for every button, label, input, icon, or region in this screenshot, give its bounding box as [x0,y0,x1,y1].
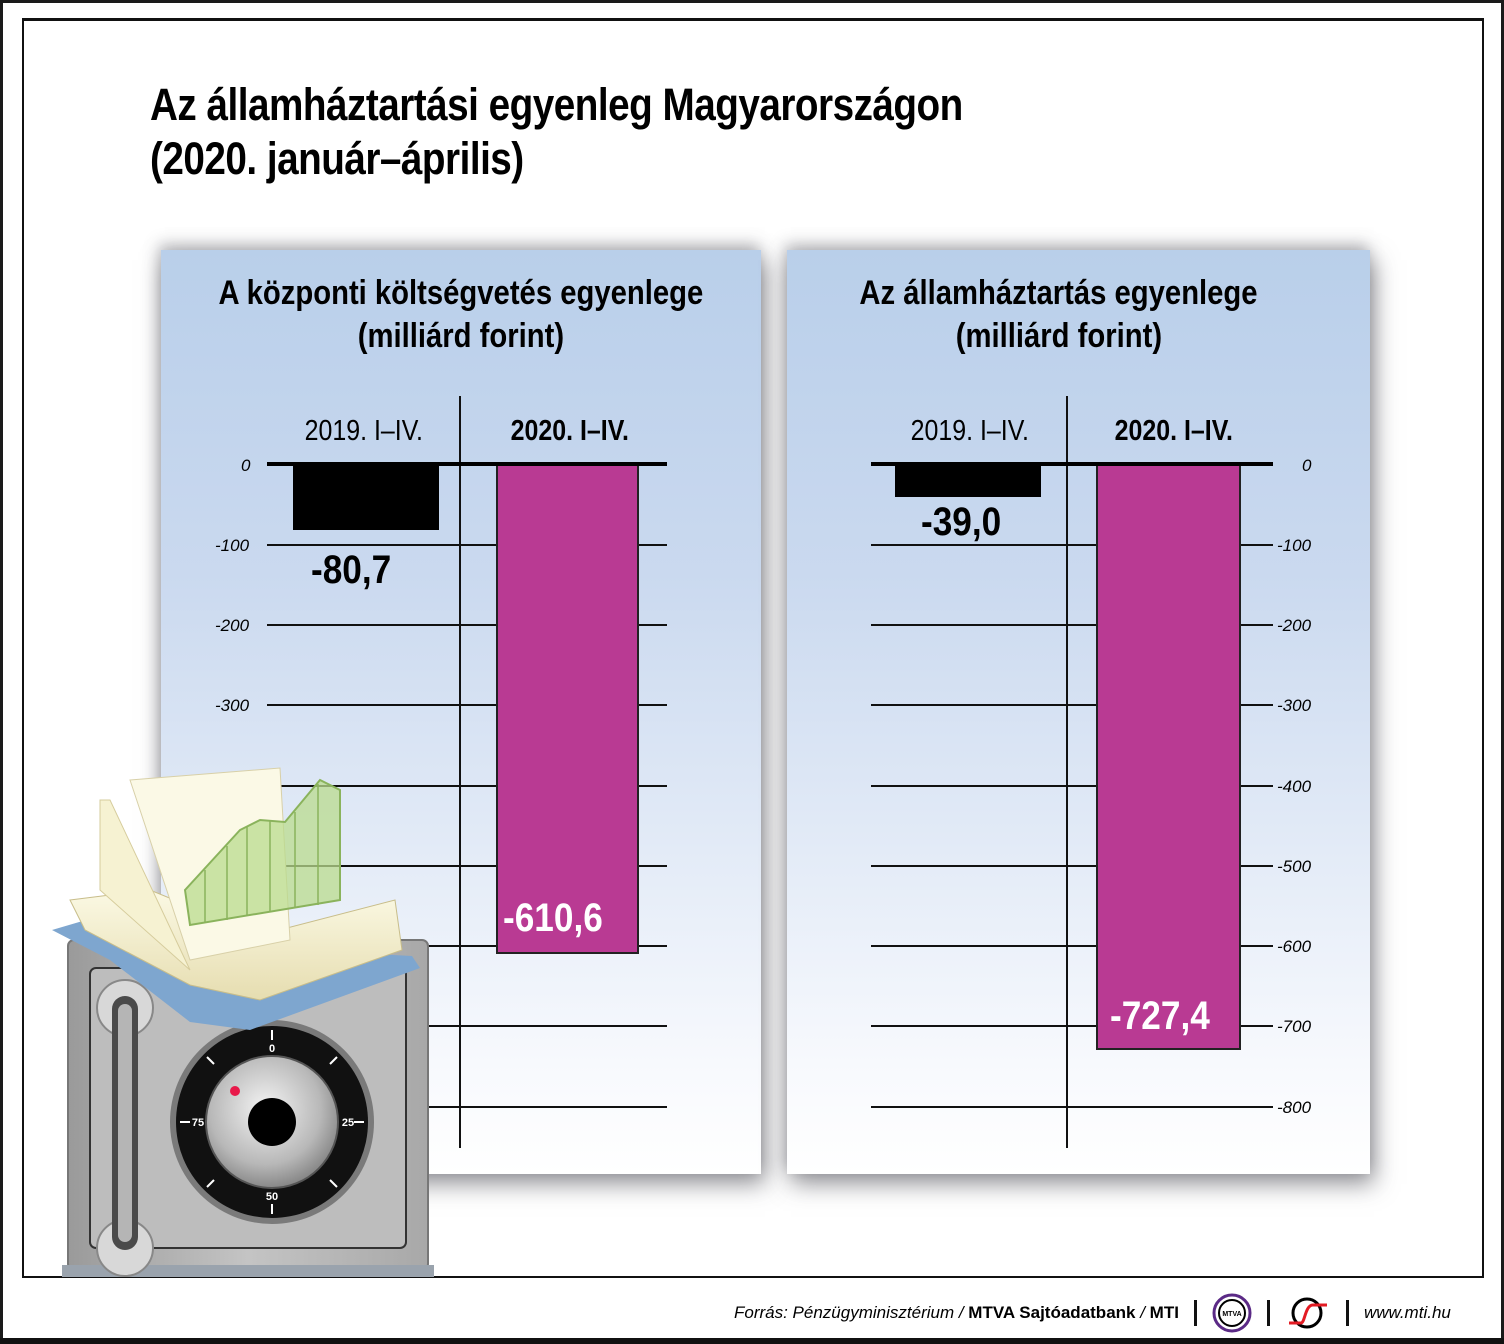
value-label-2020: -610,6 [503,896,603,940]
value-label-2020: -727,4 [1110,994,1210,1038]
gridline--600 [267,945,667,947]
tick-label: -400 [1277,777,1312,796]
dial-label-75: 75 [192,1117,204,1129]
category-label-2020: 2020. I–IV. [1114,415,1233,447]
panel-title-line1: Az államháztartás egyenlege [859,274,1258,312]
category-label-2019: 2019. I–IV. [304,415,423,447]
zero-line [871,462,1273,466]
tick-label: -200 [215,616,250,635]
category-divider [459,396,461,1148]
gridline--200 [267,624,667,626]
gridline--400 [871,785,1273,787]
tick-label: 0 [241,456,251,475]
gridline--600 [871,945,1273,947]
value-label-2019: -39,0 [921,500,1002,544]
bottom-rule [0,1338,1504,1344]
zero-line [267,462,667,466]
gridline--500 [871,865,1273,867]
separator [1193,1300,1197,1326]
tick-label: -300 [215,696,250,715]
gridline--800 [267,1106,667,1108]
tick-label: -800 [1277,1098,1312,1117]
mti-logo-icon [1288,1297,1327,1329]
svg-text:MTVA: MTVA [1222,1311,1241,1318]
gridline--700 [871,1025,1273,1027]
category-label-2020: 2020. I–IV. [510,415,629,447]
inner-frame [22,18,1484,1278]
main-title-line1: Az államháztartási egyenleg Magyarország… [150,79,963,130]
value-label-2019: -80,7 [311,548,392,592]
tick-label: -100 [1277,536,1312,555]
tick-label: -500 [1277,857,1312,876]
panel-title-unit: (milliárd forint) [357,317,565,355]
panel-title: Az államháztartás egyenlege (milliárd fo… [767,272,1350,358]
website-link[interactable]: www.mti.hu [1363,1303,1451,1322]
separator [1266,1300,1270,1326]
mtva-logo-icon: MTVA [1212,1293,1252,1333]
gridline--800 [871,1106,1273,1108]
dial-label-0: 0 [269,1043,275,1055]
footer: Forrás: Pénzügyminisztérium / MTVA Sajtó… [734,1293,1451,1333]
bar-2019 [293,464,439,530]
gridline--100 [871,544,1273,546]
gridline--500 [267,865,667,867]
gridline--700 [267,1025,667,1027]
bar-2019 [895,464,1041,497]
panel-title: A központi költségvetés egyenlege (milli… [161,272,761,358]
gridline--300 [267,704,667,706]
separator [1345,1300,1349,1326]
bar-2020 [1096,464,1241,1050]
gridline--300 [871,704,1273,706]
category-divider [1066,396,1068,1148]
safe-with-book-icon: 0 25 50 75 [52,767,434,1277]
gridline--200 [871,624,1273,626]
source-text: Forrás: Pénzügyminisztérium / MTVA Sajtó… [734,1303,1179,1322]
dial-label-50: 50 [266,1191,278,1203]
gridline--100 [267,544,667,546]
main-title-line2: (2020. január–április) [150,133,524,184]
panel-general-government: Az államháztartás egyenlege (milliárd fo… [787,250,1370,1174]
panel-title-line1: A központi költségvetés egyenlege [218,274,704,312]
bar-2020 [496,464,639,954]
tick-label: -200 [1277,616,1312,635]
tick-label: -300 [1277,696,1312,715]
tick-label: -700 [1277,1017,1312,1036]
panel-title-unit: (milliárd forint) [955,317,1162,355]
tick-label: -100 [215,536,250,555]
gridline--400 [267,785,667,787]
category-label-2019: 2019. I–IV. [910,415,1029,447]
tick-label: -600 [1277,937,1312,956]
dial-label-25: 25 [342,1117,354,1129]
main-title: Az államháztartási egyenleg Magyarország… [150,78,963,186]
tick-label: 0 [1302,456,1312,475]
